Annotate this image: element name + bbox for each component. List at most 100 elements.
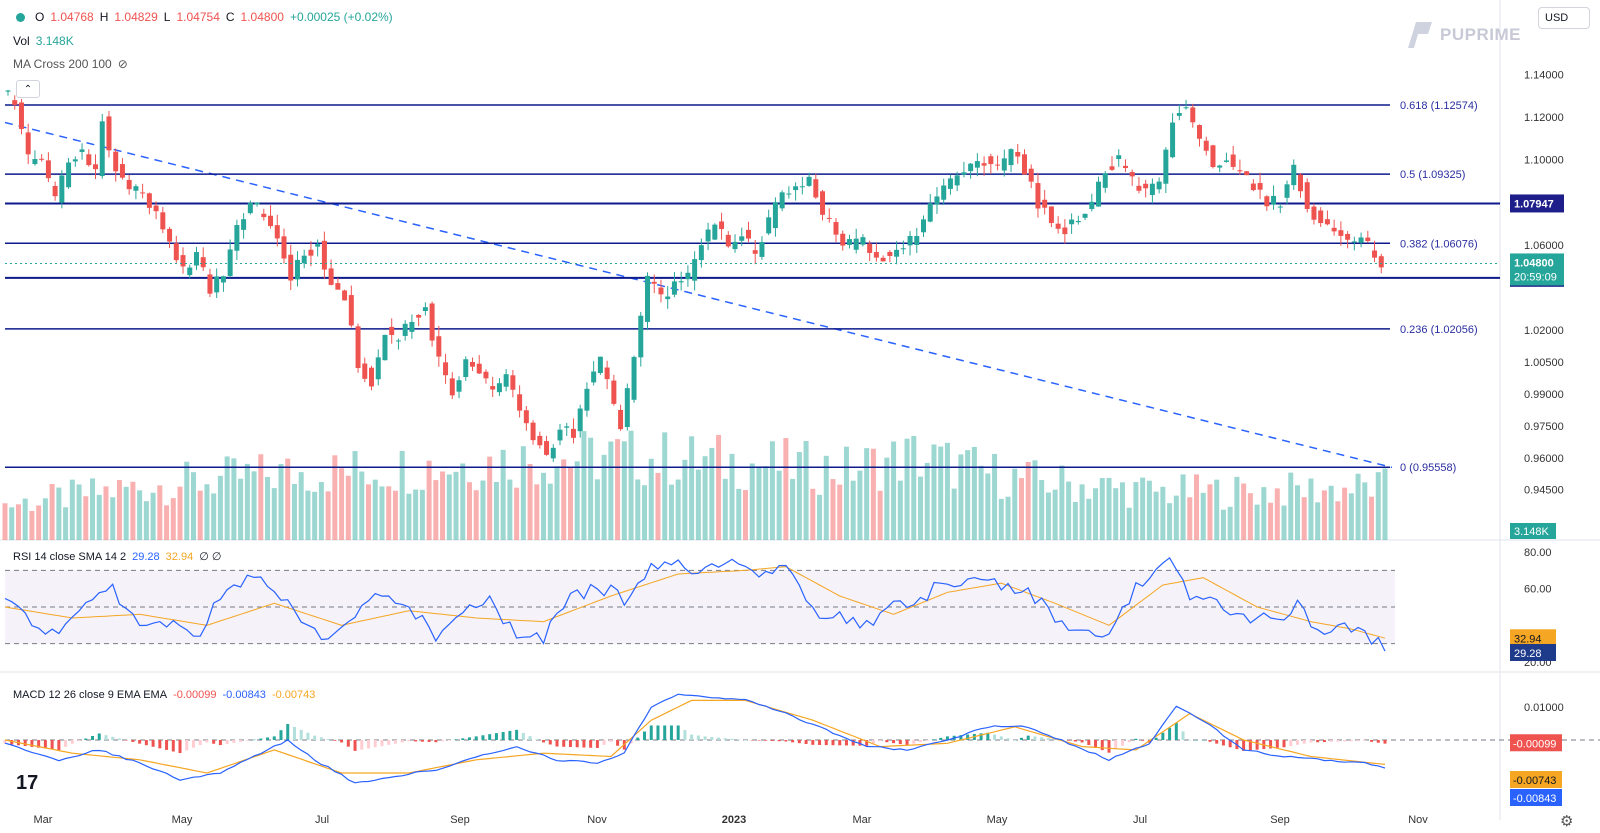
candle-body bbox=[1149, 183, 1155, 195]
macd-histogram-bar bbox=[643, 731, 647, 740]
volume-bar bbox=[204, 484, 210, 540]
candle-body bbox=[826, 217, 832, 219]
volume-bar bbox=[756, 466, 762, 540]
candle-body bbox=[99, 121, 105, 177]
macd-histogram-bar bbox=[1168, 727, 1172, 740]
candle-body bbox=[416, 314, 422, 318]
macd-histogram-bar bbox=[64, 740, 68, 747]
ma-legend[interactable]: MA Cross 200 100 ⊘ bbox=[13, 57, 128, 71]
macd-histogram-bar bbox=[1195, 740, 1199, 741]
macd-value-tag-label: -0.00743 bbox=[1513, 775, 1556, 787]
volume-bar bbox=[648, 458, 654, 540]
macd-histogram-bar bbox=[400, 740, 404, 743]
macd-histogram-bar bbox=[225, 740, 229, 744]
symbol-status-icon bbox=[16, 12, 25, 22]
volume-bar bbox=[911, 436, 917, 540]
candle-body bbox=[766, 217, 772, 234]
volume-bar bbox=[419, 489, 425, 540]
macd-histogram-bar bbox=[797, 740, 801, 744]
candle-body bbox=[1345, 233, 1351, 240]
macd-histogram-bar bbox=[70, 740, 74, 744]
volume-bar bbox=[406, 493, 412, 540]
macd-histogram-bar bbox=[804, 740, 808, 744]
macd-histogram-bar bbox=[1370, 740, 1374, 742]
candle-body bbox=[698, 245, 704, 261]
rsi-line bbox=[4, 557, 1386, 652]
candle-body bbox=[611, 380, 617, 404]
macd-histogram-bar bbox=[1073, 740, 1077, 742]
macd-histogram-bar bbox=[360, 740, 364, 750]
volume-bar bbox=[1106, 477, 1112, 540]
price-axis-tick: 1.12000 bbox=[1524, 112, 1564, 124]
volume-bar bbox=[561, 459, 567, 540]
macd-histogram-bar bbox=[865, 740, 869, 746]
volume-bar bbox=[1032, 460, 1038, 540]
chevron-up-icon: ⌃ bbox=[23, 83, 33, 95]
puprime-logo-icon bbox=[1408, 22, 1432, 48]
volume-bar bbox=[29, 510, 35, 540]
collapse-legend-button[interactable]: ⌃ bbox=[16, 80, 40, 98]
volume-bar bbox=[1355, 473, 1361, 540]
candle-body bbox=[308, 249, 314, 256]
candle-body bbox=[591, 371, 597, 383]
currency-button[interactable]: USD bbox=[1538, 7, 1590, 29]
price-axis-tick: 1.06000 bbox=[1524, 240, 1564, 252]
candle-body bbox=[752, 250, 758, 254]
candle-body bbox=[1015, 152, 1021, 157]
macd-histogram-bar bbox=[232, 740, 236, 743]
macd-histogram-bar bbox=[1343, 740, 1347, 742]
price-axis-tick: 0.96000 bbox=[1524, 453, 1564, 465]
volume-bar bbox=[736, 488, 742, 540]
candle-body bbox=[362, 363, 368, 379]
macd-histogram-bar bbox=[414, 740, 418, 742]
macd-histogram-bar bbox=[528, 736, 532, 740]
macd-histogram-bar bbox=[919, 740, 923, 743]
macd-histogram-bar bbox=[1067, 740, 1071, 741]
volume-bar bbox=[635, 479, 641, 540]
macd-histogram-bar bbox=[1336, 740, 1340, 742]
volume-bar bbox=[1052, 489, 1058, 540]
candle-body bbox=[72, 159, 78, 162]
macd-histogram-bar bbox=[656, 725, 660, 740]
time-axis-label: Mar bbox=[853, 814, 872, 826]
macd-histogram-bar bbox=[966, 734, 970, 740]
candle-body bbox=[968, 163, 974, 172]
volume-bar bbox=[1315, 502, 1321, 540]
volume-bar bbox=[244, 463, 250, 540]
candle-body bbox=[678, 281, 684, 283]
candle-body bbox=[328, 268, 334, 285]
macd-histogram-bar bbox=[932, 739, 936, 740]
volume-bar bbox=[318, 482, 324, 540]
candle-body bbox=[234, 225, 240, 251]
macd-histogram-bar bbox=[373, 740, 377, 748]
candle-body bbox=[880, 257, 886, 262]
candle-body bbox=[961, 172, 967, 175]
macd-histogram-bar bbox=[252, 739, 256, 741]
candle-body bbox=[207, 274, 213, 294]
tradingview-logo[interactable]: 17 bbox=[16, 772, 39, 794]
volume-bar bbox=[76, 484, 82, 540]
candle-body bbox=[907, 236, 913, 246]
settings-gear-icon[interactable]: ⚙ bbox=[1560, 813, 1574, 830]
macd-histogram-bar bbox=[737, 739, 741, 740]
macd-histogram-bar bbox=[1134, 738, 1138, 740]
macd-histogram-bar bbox=[999, 736, 1003, 740]
volume-bar bbox=[830, 479, 836, 540]
macd-histogram-bar bbox=[851, 740, 855, 746]
hidden-eye-icon[interactable]: ⊘ bbox=[117, 57, 128, 71]
volume-bar bbox=[372, 479, 378, 540]
rsi-value: 29.28 bbox=[132, 550, 160, 563]
candle-body bbox=[894, 249, 900, 257]
macd-histogram-bar bbox=[791, 740, 795, 743]
volume-bar bbox=[366, 484, 372, 540]
macd-histogram-bar bbox=[568, 740, 572, 748]
macd-histogram-bar bbox=[454, 739, 458, 740]
volume-bar bbox=[1025, 461, 1031, 540]
rsi-tag-label: 29.28 bbox=[1514, 648, 1542, 660]
volume-bar bbox=[190, 472, 196, 540]
macd-histogram-bar bbox=[191, 740, 195, 748]
volume-bar bbox=[1342, 487, 1348, 540]
volume-bar bbox=[1079, 484, 1085, 540]
macd-histogram-bar bbox=[1289, 740, 1293, 747]
